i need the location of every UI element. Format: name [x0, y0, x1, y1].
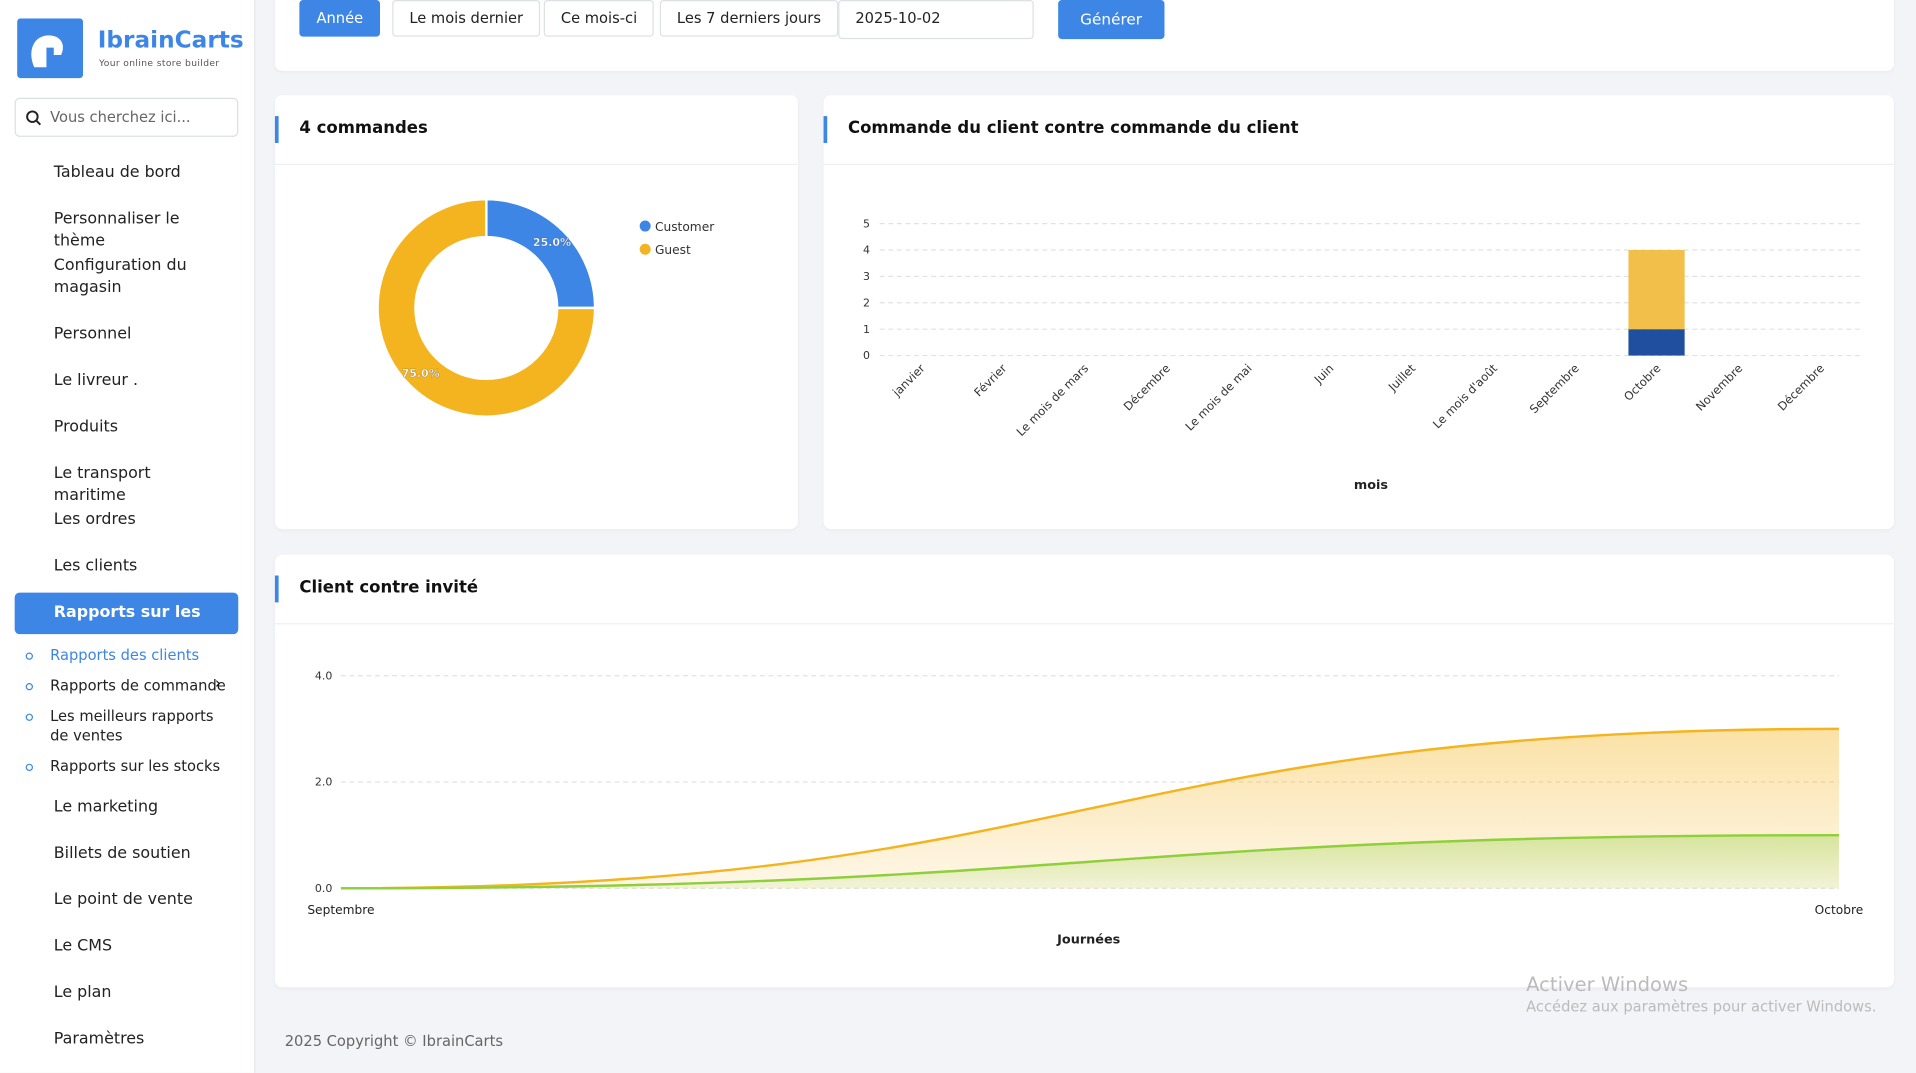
- x-tick-label: Le mois de mars: [1014, 361, 1092, 439]
- y-tick-label: 5: [863, 217, 870, 230]
- x-tick-label: Décembre: [1121, 361, 1173, 413]
- x-axis-label: mois: [1354, 478, 1389, 493]
- bar: [1628, 250, 1684, 329]
- bar: [1628, 329, 1684, 355]
- y-tick-label: 4.0: [315, 669, 332, 682]
- y-tick-label: 4: [863, 244, 870, 257]
- legend-label: Guest: [655, 243, 691, 257]
- x-tick-label: Le mois d'août: [1430, 361, 1500, 431]
- pie-slice: [486, 199, 595, 308]
- x-tick-label: Février: [971, 361, 1009, 399]
- x-tick-label: Octobre: [1621, 361, 1664, 404]
- x-tick-label: Novembre: [1693, 361, 1745, 413]
- x-tick-label: Septembre: [307, 903, 374, 917]
- x-tick-label: Juin: [1311, 361, 1337, 387]
- x-tick-label: Juillet: [1385, 361, 1419, 395]
- legend-swatch: [640, 244, 651, 255]
- x-tick-label: Octobre: [1815, 903, 1864, 917]
- y-tick-label: 0.0: [315, 882, 332, 895]
- legend-label: Customer: [655, 220, 715, 234]
- y-tick-label: 1: [863, 323, 870, 336]
- x-tick-label: Décembre: [1775, 361, 1827, 413]
- x-tick-label: janvier: [889, 361, 928, 400]
- y-tick-label: 3: [863, 270, 870, 283]
- y-tick-label: 2: [863, 296, 870, 309]
- y-tick-label: 0: [863, 349, 870, 362]
- y-tick-label: 2.0: [315, 776, 332, 789]
- x-tick-label: Septembre: [1527, 361, 1582, 416]
- x-tick-label: Le mois de mai: [1182, 361, 1254, 433]
- legend-swatch: [640, 221, 651, 232]
- x-axis-label: Journées: [1056, 932, 1121, 947]
- slice-label: 75.0%: [402, 367, 440, 380]
- slice-label: 25.0%: [533, 236, 571, 249]
